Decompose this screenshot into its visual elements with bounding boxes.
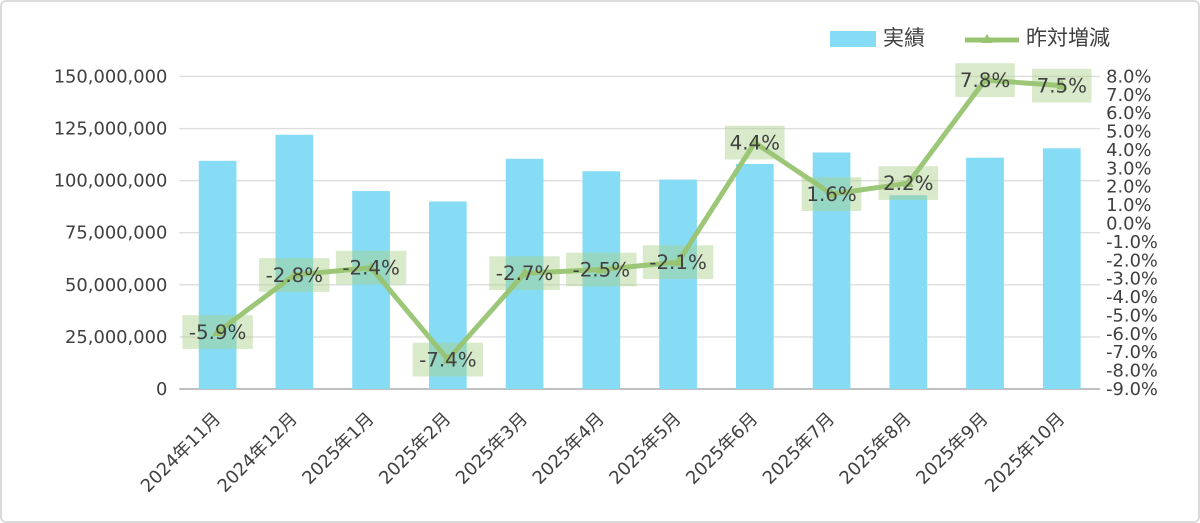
yoy-marker-2025年5月 bbox=[672, 256, 684, 267]
yoy-marker-2025年7月 bbox=[826, 188, 838, 199]
x-axis-tick-label: 2025年3月 bbox=[452, 408, 532, 488]
right-axis-tick-label: -4.0% bbox=[1106, 287, 1158, 308]
bar-2025年1月 bbox=[352, 191, 390, 390]
left-axis-tick-label: 25,000,000 bbox=[65, 327, 167, 348]
right-axis-tick-label: 2.0% bbox=[1106, 177, 1151, 198]
data-label: 4.4% bbox=[730, 132, 780, 155]
data-label: 1.6% bbox=[806, 183, 856, 206]
left-axis-tick-label: 150,000,000 bbox=[54, 66, 168, 87]
right-axis-tick-label: -8.0% bbox=[1106, 361, 1158, 382]
yoy-marker-2025年8月 bbox=[902, 177, 914, 188]
bar-2025年8月 bbox=[889, 195, 928, 390]
bar-2025年4月 bbox=[582, 171, 621, 390]
bar-2025年5月 bbox=[659, 179, 697, 390]
bar-2024年11月 bbox=[198, 160, 237, 390]
yoy-line bbox=[215, 77, 1065, 363]
yoy-marker-2024年11月 bbox=[212, 326, 224, 336]
legend-item-yoy: 昨対増減 bbox=[965, 28, 1110, 49]
legend-label-yoy: 昨対増減 bbox=[1026, 26, 1110, 50]
right-axis-tick-label: -5.0% bbox=[1106, 305, 1158, 326]
right-axis-tick-label: 4.0% bbox=[1106, 140, 1151, 161]
right-axis-tick-label: -9.0% bbox=[1106, 379, 1158, 400]
data-label: -7.4% bbox=[419, 349, 477, 372]
x-axis-tick-label: 2025年5月 bbox=[605, 408, 685, 488]
right-axis-tick-label: -1.0% bbox=[1106, 232, 1158, 253]
yoy-marker-2025年2月 bbox=[442, 353, 454, 364]
x-axis-tick-label: 2025年4月 bbox=[529, 408, 609, 488]
left-axis-tick-label: 50,000,000 bbox=[65, 275, 167, 296]
bar-2025年10月 bbox=[1042, 148, 1081, 390]
x-axis-tick-label: 2025年8月 bbox=[836, 408, 916, 488]
line-series-swatch-icon bbox=[965, 33, 1019, 43]
right-axis-tick-label: -3.0% bbox=[1106, 269, 1158, 290]
bar-2025年9月 bbox=[966, 157, 1004, 390]
x-axis-tick-label: 2025年1月 bbox=[298, 408, 378, 488]
yoy-marker-2025年3月 bbox=[519, 267, 531, 278]
data-label: -2.7% bbox=[496, 262, 554, 285]
x-axis-tick-label: 2024年12月 bbox=[214, 408, 302, 496]
x-axis-tick-label: 2025年9月 bbox=[912, 408, 992, 488]
left-axis-tick-label: 75,000,000 bbox=[65, 223, 167, 244]
legend-label-actuals: 実績 bbox=[883, 26, 925, 50]
right-axis-tick-label: 1.0% bbox=[1106, 195, 1151, 216]
data-label: -5.9% bbox=[189, 321, 247, 344]
left-axis-tick-label: 100,000,000 bbox=[54, 171, 168, 192]
data-label: -2.1% bbox=[649, 251, 707, 274]
yoy-marker-2025年10月 bbox=[1056, 79, 1068, 90]
right-axis-tick-label: -2.0% bbox=[1106, 250, 1158, 271]
right-axis-tick-label: 3.0% bbox=[1106, 158, 1151, 179]
right-axis-tick-label: 7.0% bbox=[1106, 85, 1151, 106]
chart-legend: 実績 昨対増減 bbox=[830, 28, 1110, 49]
yoy-marker-2025年1月 bbox=[365, 261, 377, 272]
right-axis-tick-label: 6.0% bbox=[1106, 103, 1151, 124]
right-axis-tick-label: -7.0% bbox=[1106, 342, 1158, 363]
right-axis-tick-label: 5.0% bbox=[1106, 122, 1151, 143]
bar-series-swatch-icon bbox=[830, 30, 876, 47]
legend-item-actuals: 実績 bbox=[830, 28, 925, 49]
left-axis-tick-label: 125,000,000 bbox=[54, 118, 168, 139]
data-label: 7.8% bbox=[960, 69, 1010, 92]
data-label: 2.2% bbox=[883, 172, 933, 195]
bar-2025年6月 bbox=[735, 163, 774, 390]
left-axis-tick-label: 0 bbox=[156, 379, 167, 400]
x-axis-tick-label: 2025年2月 bbox=[375, 408, 455, 488]
x-axis-tick-label: 2025年7月 bbox=[759, 408, 839, 488]
data-label: -2.5% bbox=[573, 258, 631, 281]
x-axis-tick-label: 2025年6月 bbox=[682, 408, 762, 488]
yoy-marker-2025年6月 bbox=[749, 136, 761, 147]
x-axis-tick-label: 2025年10月 bbox=[981, 408, 1069, 496]
yoy-marker-2025年9月 bbox=[979, 74, 991, 85]
right-axis-tick-label: 8.0% bbox=[1106, 66, 1151, 87]
bar-2024年12月 bbox=[275, 134, 314, 390]
right-axis-tick-label: 0.0% bbox=[1106, 213, 1151, 234]
yoy-marker-2024年12月 bbox=[288, 269, 300, 279]
data-label: 7.5% bbox=[1037, 75, 1087, 98]
data-label: -2.4% bbox=[342, 257, 400, 280]
yoy-marker-2025年4月 bbox=[595, 263, 607, 274]
right-axis-tick-label: -6.0% bbox=[1106, 324, 1158, 345]
data-label: -2.8% bbox=[266, 264, 324, 287]
x-axis-tick-label: 2024年11月 bbox=[137, 408, 225, 496]
